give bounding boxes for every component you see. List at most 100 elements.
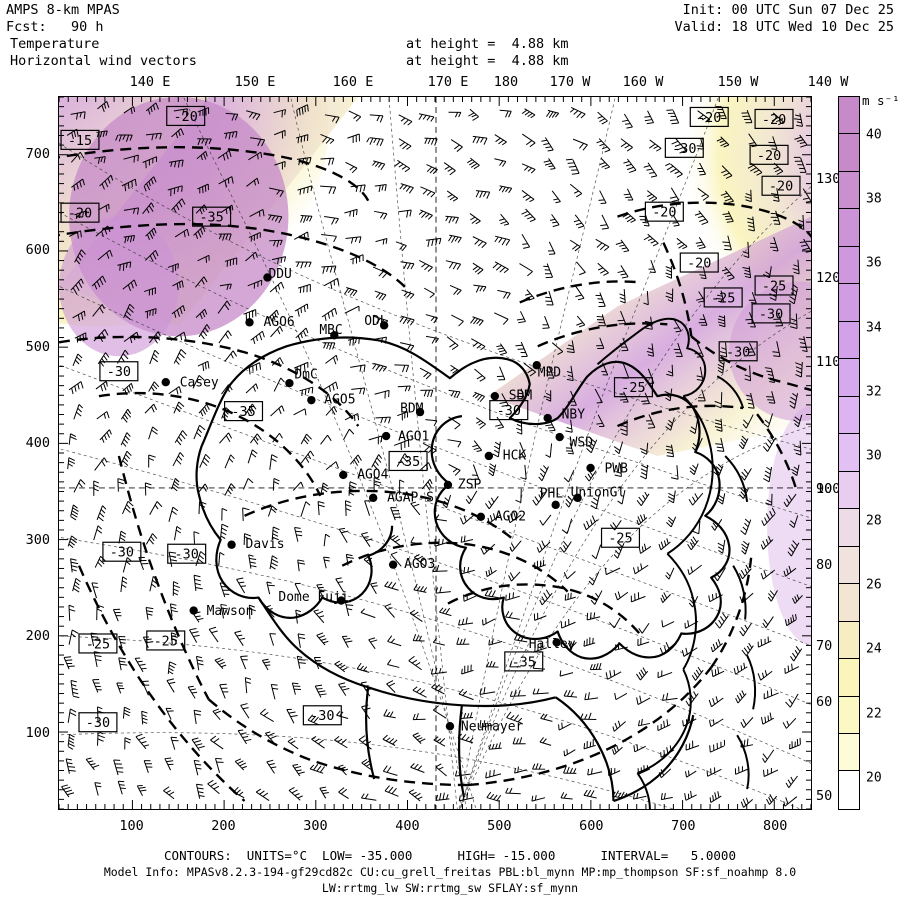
wind-barb: [122, 557, 132, 573]
station-marker[interactable]: UnionGl: [571, 485, 626, 503]
contour-label-text: -35: [396, 455, 420, 470]
station-marker[interactable]: AGO3: [388, 557, 435, 572]
station-marker[interactable]: Casey: [161, 376, 219, 391]
station-marker[interactable]: Neumayer: [445, 720, 524, 735]
wind-barb: [546, 365, 555, 379]
wind-barb: [390, 551, 402, 567]
wind-barb: [601, 362, 609, 376]
wind-barb: [113, 759, 124, 776]
station-marker[interactable]: AGO5: [307, 393, 356, 408]
map-plot-area[interactable]: DDU AGO6 MBC ODL Casey DmC AGO5 MPD SDM BDM NBY WSD…: [58, 96, 812, 810]
station-marker[interactable]: ODL: [364, 314, 389, 330]
wind-barb: [217, 300, 231, 314]
wind-barb: [716, 136, 730, 148]
colorbar-tick-label: 30: [866, 448, 882, 464]
wind-barb: [369, 114, 384, 123]
station-marker[interactable]: ZSP: [443, 477, 482, 492]
wind-barb: [72, 310, 86, 322]
wind-barb: [320, 482, 329, 494]
station-marker[interactable]: AGO2: [476, 509, 526, 524]
station-marker[interactable]: PWB: [586, 461, 628, 476]
wind-barb: [676, 237, 688, 250]
wind-barb: [323, 342, 336, 350]
station-marker[interactable]: Mawson: [189, 604, 253, 619]
wind-barb: [199, 453, 211, 468]
wind-barb: [741, 109, 753, 124]
wind-barb: [390, 507, 401, 521]
wind-barb: [432, 637, 445, 646]
wind-barb: [221, 507, 228, 521]
wind-barb: [168, 386, 182, 395]
contour-label-text: -25: [762, 279, 786, 294]
wind-barb: [485, 769, 502, 779]
wind-barb: [418, 113, 435, 122]
x-axis-top-tick-label: 140 W: [807, 74, 849, 90]
wind-barb: [485, 496, 499, 510]
station-marker[interactable]: MBC: [319, 323, 343, 340]
wind-barb: [171, 198, 186, 214]
colorbar-swatch: [839, 733, 859, 772]
wind-barb: [802, 188, 811, 203]
wind-barb: [345, 553, 354, 566]
wind-barb: [300, 433, 312, 445]
wind-barb: [95, 380, 108, 392]
wind-barb: [92, 304, 105, 317]
wind-barb: [766, 794, 778, 805]
wind-barb: [219, 683, 229, 699]
station-marker[interactable]: SDM: [490, 389, 533, 404]
station-marker[interactable]: NBY: [543, 408, 585, 423]
station-marker[interactable]: DmC: [285, 368, 318, 388]
station-marker[interactable]: Halley: [529, 637, 576, 652]
station-marker[interactable]: Davis: [227, 537, 285, 552]
wind-barb: [588, 571, 600, 586]
station-marker[interactable]: AGAP-S: [368, 490, 434, 505]
wind-barb: [413, 583, 428, 593]
windspeed-colorbar[interactable]: [838, 96, 860, 810]
wind-barb: [218, 233, 232, 241]
wind-barb: [765, 493, 773, 506]
contour-label-text: -35: [512, 655, 536, 670]
wind-barb: [70, 151, 85, 163]
wind-barb: [338, 682, 350, 696]
x-axis-top-tick-label: 160 E: [332, 74, 374, 90]
wind-barb: [144, 403, 158, 414]
wind-barb: [488, 463, 497, 477]
wind-barb: [595, 238, 610, 252]
wind-barb: [534, 560, 547, 570]
station-marker[interactable]: AGO1: [381, 430, 429, 445]
wind-barb: [591, 544, 602, 560]
wind-barb: [99, 429, 112, 443]
wind-barb: [532, 763, 546, 770]
wind-barb: [169, 603, 178, 617]
station-marker[interactable]: AGO4: [339, 467, 389, 482]
wind-barb: [665, 266, 673, 279]
wind-barb: [142, 202, 155, 215]
wind-barb: [435, 514, 447, 522]
wind-barb: [91, 275, 107, 290]
wind-barb: [117, 478, 125, 492]
station-marker[interactable]: AGO6: [245, 315, 295, 330]
wind-barb: [72, 577, 81, 593]
wind-barb: [414, 553, 426, 567]
wind-barb: [212, 708, 221, 721]
station-marker[interactable]: MPD: [532, 361, 562, 381]
station-marker[interactable]: Dome Fuji: [278, 590, 348, 605]
station-marker[interactable]: DDU: [263, 267, 292, 282]
wind-barb: [214, 657, 227, 669]
wind-barb: [120, 432, 131, 447]
wind-barb: [543, 390, 552, 402]
wind-barb: [268, 309, 279, 322]
contour-label: -25: [146, 630, 186, 651]
station-marker[interactable]: BDM: [400, 402, 425, 417]
wind-barb: [671, 138, 687, 154]
wind-barb: [566, 640, 577, 651]
wind-barb: [612, 790, 628, 799]
station-marker[interactable]: HCK: [484, 448, 527, 463]
wind-barb: [221, 407, 231, 421]
wind-barb: [785, 775, 798, 789]
station-marker[interactable]: PHL: [540, 486, 564, 510]
wind-barb: [197, 254, 210, 263]
wind-barb: [523, 362, 536, 377]
station-marker[interactable]: WSD: [555, 432, 593, 451]
wind-barb: [193, 424, 206, 440]
